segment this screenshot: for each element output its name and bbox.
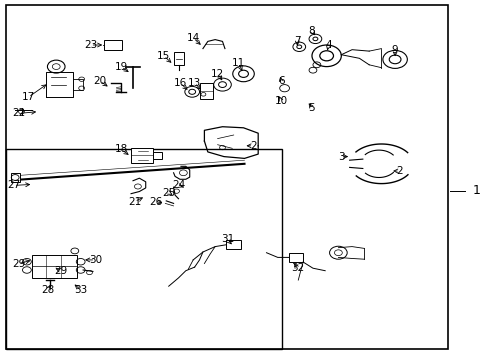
Text: 30: 30 <box>89 255 102 265</box>
Text: 10: 10 <box>274 96 287 106</box>
Text: 29: 29 <box>12 258 25 269</box>
Text: 16: 16 <box>173 78 186 88</box>
Text: 24: 24 <box>171 180 185 190</box>
Bar <box>6 149 282 349</box>
Text: 5: 5 <box>308 103 315 113</box>
Text: 15: 15 <box>157 51 170 61</box>
Bar <box>288 253 303 262</box>
Text: 2: 2 <box>396 166 403 176</box>
Bar <box>131 148 153 163</box>
Bar <box>173 52 184 65</box>
Text: 20: 20 <box>94 76 106 86</box>
Text: 32: 32 <box>290 263 304 273</box>
Text: 1: 1 <box>472 184 480 197</box>
Text: 6: 6 <box>277 76 284 86</box>
Text: 11: 11 <box>231 58 245 68</box>
Bar <box>153 152 162 159</box>
Text: 21: 21 <box>127 197 141 207</box>
Text: 3: 3 <box>337 152 344 162</box>
Bar <box>103 40 122 50</box>
Text: 2: 2 <box>249 141 256 151</box>
Text: 14: 14 <box>186 33 200 43</box>
Text: 8: 8 <box>308 26 315 36</box>
Text: 25: 25 <box>162 188 175 198</box>
Text: 13: 13 <box>187 78 201 88</box>
Text: 23: 23 <box>83 40 97 50</box>
Text: 27: 27 <box>7 180 20 190</box>
Text: 17: 17 <box>21 92 35 102</box>
Text: 9: 9 <box>391 45 398 55</box>
Text: 12: 12 <box>210 69 224 79</box>
Text: 7: 7 <box>293 36 300 46</box>
Text: 33: 33 <box>74 285 87 295</box>
Bar <box>11 173 20 182</box>
Bar <box>32 255 77 278</box>
Text: 26: 26 <box>148 197 162 207</box>
Text: 22: 22 <box>12 108 25 118</box>
Text: 29: 29 <box>54 266 68 276</box>
Text: 19: 19 <box>114 62 128 72</box>
Text: 4: 4 <box>325 40 331 50</box>
Text: 28: 28 <box>41 285 55 295</box>
Text: 31: 31 <box>220 234 234 244</box>
Bar <box>199 83 213 99</box>
Bar <box>225 240 240 249</box>
Text: 18: 18 <box>114 144 128 154</box>
